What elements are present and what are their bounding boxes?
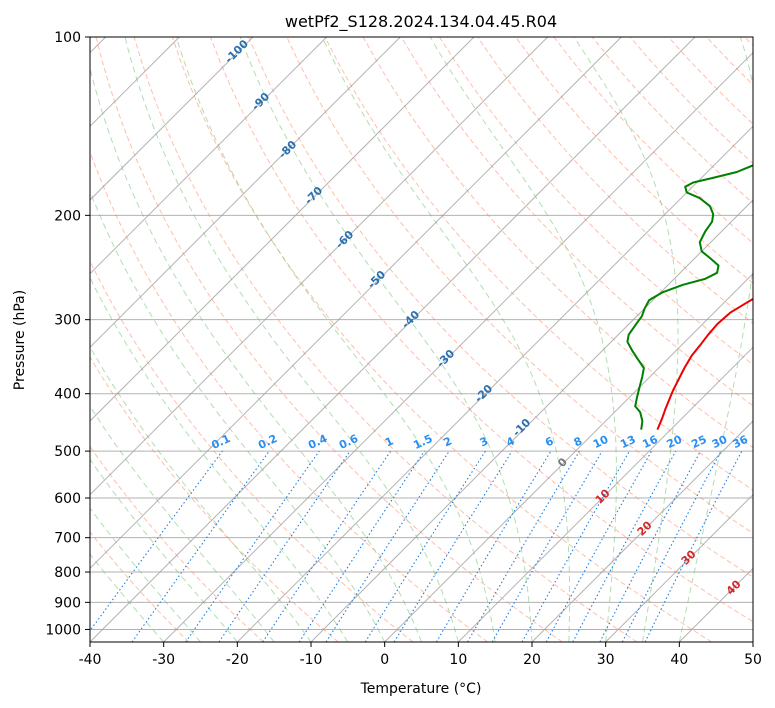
y-tick-label: 300 [54,313,81,329]
mixing-ratio-line [572,450,677,642]
chart-title: wetPf2_S128.2024.134.04.45.R04 [285,12,557,32]
mixing-ratio-label: 36 [731,433,751,451]
isotherm-line [605,493,753,642]
plot-frame [89,36,754,643]
isotherm-line [90,37,549,496]
moist-adiabat-line [90,553,165,642]
moist-adiabat-line [90,458,238,642]
mixing-ratio-label: 25 [689,433,708,451]
moist-adiabat-line [429,37,617,642]
y-tick-label: 900 [54,595,81,611]
background-lines [90,37,753,642]
isotherm-line [90,37,328,275]
plot-background [90,37,753,642]
mixing-ratio-line [298,450,425,642]
isotherm-line [236,125,753,642]
mixing-ratio-line [90,450,223,632]
x-tick-label: 30 [597,652,615,668]
mixing-ratio-line [521,450,630,642]
isotherm-line [752,641,753,642]
dry-adiabat-line [90,356,339,642]
isotherm-line [90,37,696,642]
x-tick-label: 40 [670,652,688,668]
isotherm-line [531,420,753,642]
x-tick-label: 20 [523,652,541,668]
moist-adiabat-line [90,405,275,642]
axes: -40 -30 -20 -10 0 10 20 30 40 50 1000 900 800 700 600 5… [45,30,762,668]
mixing-ratio-label: 13 [618,433,637,451]
moist-adiabat-line [573,37,679,642]
dry-adiabat-line [210,37,753,623]
profile-line [626,164,753,430]
dry-adiabat-line [133,37,638,642]
y-axis-label: Pressure (hPa) [12,290,28,390]
dry-adiabat-line [95,37,563,642]
dry-adiabat-line [515,37,753,284]
isotherm-line [384,272,753,642]
moist-adiabat-line [124,37,459,642]
x-tick-label: -20 [226,652,249,668]
mixing-ratio-line [218,450,351,642]
x-tick-label: -30 [152,652,175,668]
y-tick-label: 1000 [45,622,81,638]
x-tick-label: 0 [380,652,389,668]
dry-adiabat-line [438,37,753,366]
profile-line [656,297,753,430]
dry-adiabat-line [248,37,753,578]
isotherm-line [90,37,622,570]
isotherm-line [457,346,753,642]
x-tick-label: -40 [79,652,102,668]
y-tick-label: 500 [54,444,81,460]
y-tick-label: 600 [54,491,81,507]
isotherm-line [90,37,254,201]
moist-adiabat-line [321,37,571,642]
moist-adiabat-line [175,37,496,642]
moist-adiabat-line [90,507,201,642]
dry-adiabat-line [171,37,712,642]
x-tick-label: 50 [744,652,762,668]
isotherm-line [90,37,401,349]
dry-adiabat-line [400,37,753,407]
y-tick-label: 800 [54,565,81,581]
dry-adiabat-line [90,445,264,642]
dry-adiabat-line [90,531,190,642]
mixing-ratio-line [393,450,513,642]
mixing-ratio-label: 20 [665,433,685,451]
mixing-ratio-line [325,450,450,642]
mixing-ratio-label: 16 [640,433,660,451]
moist-adiabat-line [678,37,753,642]
moist-adiabat-line [90,276,349,642]
x-axis-label: Temperature (°C) [360,681,482,697]
isotherm-line [310,199,753,642]
x-tick-label: 10 [449,652,467,668]
mixing-ratio-line [545,450,653,642]
x-tick-label: -10 [300,652,323,668]
y-tick-label: 400 [54,387,81,403]
moist-adiabat-line [90,189,386,642]
moist-adiabat-line [90,66,422,642]
mixing-ratio-line [644,450,743,642]
isotherm-line [163,51,753,642]
isotherm-line [90,37,475,422]
y-tick-label: 700 [54,531,81,547]
dry-adiabat-line [324,37,753,491]
y-tick-label: 200 [54,208,81,224]
mixing-ratio-line [262,450,392,642]
mixing-ratio-line [185,450,320,642]
moist-adiabat-line [239,37,533,642]
profile-lines [626,164,753,430]
dry-adiabat-line [90,150,488,642]
mixing-ratio-label: 30 [710,433,730,451]
y-tick-label: 100 [54,30,81,46]
mixing-ratio-label: 10 [591,433,611,451]
mixing-ratio-line [131,450,270,642]
